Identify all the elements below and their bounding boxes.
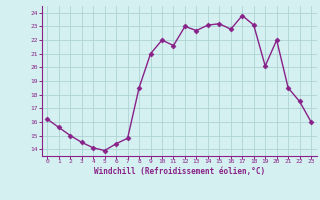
X-axis label: Windchill (Refroidissement éolien,°C): Windchill (Refroidissement éolien,°C) xyxy=(94,167,265,176)
